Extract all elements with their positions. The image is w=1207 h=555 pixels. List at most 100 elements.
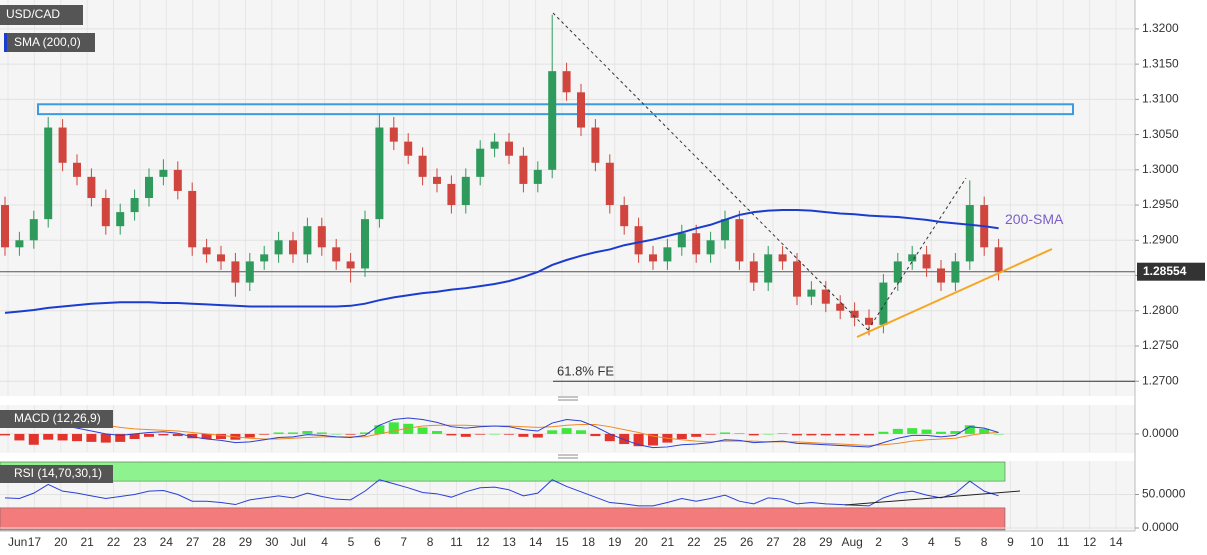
macd-histogram-bar — [950, 431, 961, 434]
x-tick-label: 3 — [902, 535, 909, 549]
x-tick-label: 11 — [1057, 535, 1070, 549]
rsi-title-box — [0, 465, 113, 483]
macd-histogram-bar — [460, 433, 471, 437]
x-tick-label: 23 — [133, 535, 147, 549]
candle-body — [145, 176, 153, 198]
macd-histogram-bar — [216, 433, 226, 439]
macd-histogram-bar — [806, 433, 817, 436]
macd-histogram-bar — [590, 433, 601, 437]
candle-body — [548, 71, 557, 170]
candle-body — [937, 268, 945, 283]
macd-histogram-bar — [648, 433, 658, 446]
macd-histogram-bar — [244, 433, 255, 438]
candle-body — [476, 148, 485, 177]
macd-histogram-bar — [518, 433, 529, 437]
candle-body — [994, 247, 1003, 272]
candle-body — [361, 219, 369, 269]
macd-histogram-bar — [748, 433, 759, 436]
macd-histogram-bar — [72, 433, 82, 442]
plot-layer: 61.8% FE 200-SMA — [0, 0, 1139, 531]
macd-title-box — [0, 410, 113, 428]
x-tick-label: 18 — [582, 535, 596, 549]
rsi-line — [4, 479, 999, 507]
macd-histogram-bar — [446, 433, 457, 436]
candle-body — [836, 303, 845, 311]
y-tick-label: 1.3100 — [1142, 92, 1179, 106]
candle-body — [231, 261, 240, 283]
y-tick-label: 1.2950 — [1142, 197, 1179, 211]
x-tick-label: 28 — [212, 535, 226, 549]
candle-body — [821, 289, 830, 304]
macd-histogram-bar — [331, 433, 342, 435]
macd-histogram-bar — [979, 428, 990, 434]
candle-body — [375, 127, 384, 220]
candle-body — [29, 219, 38, 241]
x-tick-label: 21 — [80, 535, 94, 549]
candle-body — [807, 289, 816, 297]
macd-histogram-bar — [820, 433, 831, 436]
macd-histogram-bar — [734, 433, 745, 434]
y-tick-label: 1.2750 — [1142, 338, 1179, 352]
candle-body — [289, 240, 297, 255]
macd-histogram-bar — [691, 433, 702, 437]
candle-body — [663, 247, 672, 262]
y-tick-label: 1.3150 — [1142, 56, 1179, 70]
x-tick-label: 8 — [981, 535, 988, 549]
y-tick-label: 1.2900 — [1142, 232, 1179, 246]
candle-body — [533, 169, 542, 184]
candle-body — [332, 247, 341, 262]
macd-histogram-bar — [777, 433, 788, 434]
candle-body — [634, 226, 643, 255]
candle-body — [490, 141, 499, 149]
candle-body — [577, 92, 585, 128]
macd-histogram-bar — [835, 433, 846, 436]
candle-body — [173, 169, 182, 191]
legend-label: SMA (200,0) — [14, 35, 81, 49]
macd-histogram-bar — [633, 433, 644, 447]
macd-histogram-bar — [388, 422, 399, 434]
candle-body — [721, 219, 729, 241]
sma-label: 200-SMA — [1005, 211, 1064, 227]
macd-histogram-bar — [964, 425, 975, 434]
x-tick-label: 10 — [1030, 535, 1044, 549]
y-tick-label: 1.3050 — [1142, 127, 1179, 141]
x-tick-label: 29 — [239, 535, 253, 549]
x-tick-label: 14 — [1109, 535, 1123, 549]
macd-histogram-bar — [129, 433, 140, 439]
x-tick-label: 25 — [714, 535, 728, 549]
macd-histogram-bar — [259, 433, 270, 435]
y-tick-label: 0.0000 — [1142, 426, 1179, 440]
rsi-trend-line — [844, 490, 1021, 506]
macd-histogram-bar — [100, 433, 111, 443]
last-price-label: 1.28554 — [1143, 264, 1187, 278]
x-tick-label: 12 — [1083, 535, 1097, 549]
macd-histogram-bar — [849, 433, 860, 436]
overbought-zone — [0, 461, 1006, 482]
macd-line — [4, 411, 999, 449]
candle-body — [389, 127, 398, 142]
macd-histogram-bar — [619, 433, 630, 445]
macd-histogram-bar — [374, 425, 385, 434]
candle-body — [188, 190, 197, 248]
candle-body — [908, 254, 917, 262]
candle-body — [202, 247, 211, 255]
macd-histogram-bar — [921, 429, 932, 434]
x-tick-label: 20 — [54, 535, 68, 549]
trend-line — [867, 177, 967, 331]
macd-histogram-bar — [86, 433, 97, 442]
legend-box — [4, 33, 95, 52]
x-tick-label: 26 — [740, 535, 754, 549]
x-tick-label: 20 — [634, 535, 648, 549]
macd-histogram-bar — [792, 433, 802, 436]
macd-histogram-bar — [43, 433, 54, 440]
macd-histogram-bar — [561, 428, 572, 434]
macd-histogram-bar — [604, 433, 615, 442]
trend-line — [552, 12, 869, 331]
candle-body — [317, 226, 326, 248]
macd-histogram-bar — [892, 428, 903, 434]
x-tick-label: 5 — [954, 535, 961, 549]
candle-body — [418, 155, 427, 177]
candle-body — [605, 162, 614, 206]
x-tick-label: 11 — [450, 535, 463, 549]
